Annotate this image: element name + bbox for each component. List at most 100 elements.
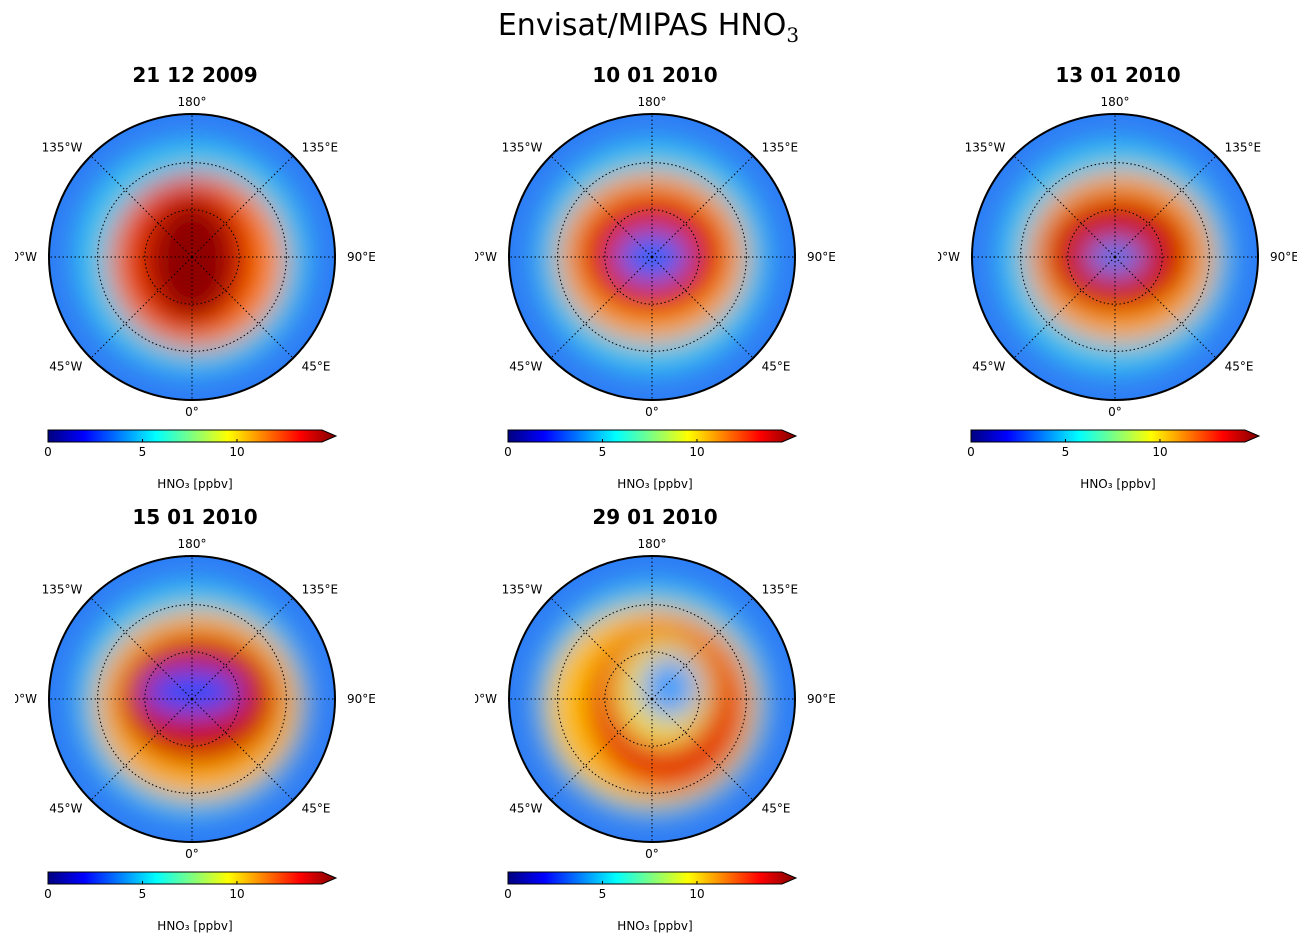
- longitude-label: 180°: [1101, 95, 1130, 109]
- colorbar-label: HNO₃ [ppbv]: [1080, 477, 1156, 491]
- map-boundary: [48, 113, 336, 401]
- longitude-label: 0°: [185, 847, 199, 861]
- polar-map: 180° 135°E 90°E 45°E 0° 45°W 90°W 135°W: [15, 95, 375, 419]
- longitude-label: 90°W: [15, 692, 37, 706]
- panel-title: 13 01 2010: [1055, 63, 1181, 87]
- hno3-field-region: [143, 668, 241, 715]
- longitude-label: 45°W: [49, 360, 82, 374]
- longitude-label: 0°: [1108, 405, 1122, 419]
- longitude-label: 135°W: [42, 582, 83, 596]
- latitude-circle: [97, 604, 287, 794]
- longitude-label: 90°W: [938, 250, 960, 264]
- longitude-label: 90°W: [475, 250, 497, 264]
- polar-map: 180° 135°E 90°E 45°E 0° 45°W 90°W 135°W: [475, 95, 835, 419]
- longitude-label: 135°W: [42, 140, 83, 154]
- longitude-label: 45°E: [762, 802, 791, 816]
- longitude-label: 135°E: [302, 582, 339, 596]
- latitude-circle: [1020, 162, 1210, 352]
- figure-title: Envisat/MIPAS HNO3: [497, 8, 800, 47]
- polar-map: 180° 135°E 90°E 45°E 0° 45°W 90°W 135°W: [938, 95, 1297, 419]
- colorbar-tick-label: 5: [599, 445, 607, 459]
- longitude-label: 45°W: [972, 360, 1005, 374]
- colorbar-gradient: [970, 429, 1261, 443]
- longitude-label: 180°: [638, 537, 667, 551]
- map-boundary: [508, 113, 796, 401]
- hno3-field-region: [640, 656, 698, 720]
- colorbar-gradient: [507, 429, 798, 443]
- longitude-label: 135°W: [502, 140, 543, 154]
- longitude-label: 45°E: [1225, 360, 1254, 374]
- longitude-label: 180°: [178, 95, 207, 109]
- colorbar-label: HNO₃ [ppbv]: [617, 477, 693, 491]
- longitude-label: 0°: [645, 405, 659, 419]
- longitude-label: 135°W: [502, 582, 543, 596]
- map-panel: 21 12 2009 180° 135°E 90°E 45°E 0° 45°W 90°W 135…: [15, 63, 375, 508]
- panel-title: 21 12 2009: [132, 63, 258, 87]
- colorbar-label: HNO₃ [ppbv]: [157, 477, 233, 491]
- colorbar-tick-label: 10: [229, 887, 244, 901]
- colorbar-tick-label: 5: [599, 887, 607, 901]
- colorbar-tick-label: 0: [967, 445, 975, 459]
- longitude-label: 135°E: [762, 140, 799, 154]
- latitude-circle: [144, 651, 240, 747]
- longitude-label: 135°E: [302, 140, 339, 154]
- latitude-circle: [97, 162, 287, 352]
- longitude-label: 90°E: [1270, 250, 1297, 264]
- colorbar-label: HNO₃ [ppbv]: [617, 919, 693, 933]
- colorbar: 0 5 10: [504, 429, 798, 459]
- longitude-label: 90°E: [807, 692, 835, 706]
- panel-title: 10 01 2010: [592, 63, 718, 87]
- map-panel: 13 01 2010 180° 135°E 90°E 45°E 0° 45°W 90°W 135…: [938, 63, 1297, 508]
- longitude-label: 0°: [185, 405, 199, 419]
- latitude-circle: [604, 209, 700, 305]
- longitude-label: 45°W: [49, 802, 82, 816]
- colorbar-label: HNO₃ [ppbv]: [157, 919, 233, 933]
- map-boundary: [48, 555, 336, 843]
- longitude-label: 90°E: [347, 692, 375, 706]
- longitude-label: 45°E: [302, 360, 331, 374]
- map-panel: 10 01 2010 180° 135°E 90°E 45°E 0° 45°W 90°W 135…: [475, 63, 835, 508]
- map-panel: 15 01 2010 180° 135°E 90°E 45°E 0° 45°W 90°W 135…: [15, 505, 375, 950]
- colorbar-tick-label: 0: [504, 887, 512, 901]
- longitude-label: 135°W: [965, 140, 1006, 154]
- colorbar-tick-label: 10: [1152, 445, 1167, 459]
- colorbar-tick-label: 10: [689, 887, 704, 901]
- longitude-label: 180°: [638, 95, 667, 109]
- colorbar: 0 5 10: [504, 871, 798, 901]
- longitude-label: 0°: [645, 847, 659, 861]
- longitude-label: 45°W: [509, 360, 542, 374]
- panel-title: 15 01 2010: [132, 505, 258, 529]
- latitude-circle: [144, 209, 240, 305]
- longitude-label: 90°E: [807, 250, 835, 264]
- longitude-label: 45°E: [302, 802, 331, 816]
- colorbar: 0 5 10: [967, 429, 1261, 459]
- colorbar-tick-label: 10: [229, 445, 244, 459]
- colorbar-tick-label: 5: [139, 887, 147, 901]
- colorbar: 0 5 10: [44, 429, 338, 459]
- latitude-circle: [557, 162, 747, 352]
- colorbar-tick-label: 5: [1062, 445, 1070, 459]
- latitude-circle: [604, 651, 700, 747]
- polar-map: 180° 135°E 90°E 45°E 0° 45°W 90°W 135°W: [15, 537, 375, 861]
- colorbar-tick-label: 10: [689, 445, 704, 459]
- longitude-label: 135°E: [762, 582, 799, 596]
- polar-map: 180° 135°E 90°E 45°E 0° 45°W 90°W 135°W: [475, 537, 835, 861]
- longitude-label: 90°E: [347, 250, 375, 264]
- colorbar-tick-label: 5: [139, 445, 147, 459]
- panel-title: 29 01 2010: [592, 505, 718, 529]
- colorbar-tick-label: 0: [44, 445, 52, 459]
- hno3-field-region: [149, 199, 235, 320]
- latitude-circle: [1067, 209, 1163, 305]
- longitude-label: 45°W: [509, 802, 542, 816]
- map-panel: 29 01 2010 180° 135°E 90°E 45°E 0° 45°W 90°W 135…: [475, 505, 835, 950]
- map-boundary: [508, 555, 796, 843]
- longitude-label: 90°W: [15, 250, 37, 264]
- latitude-circle: [557, 604, 747, 794]
- colorbar-tick-label: 0: [504, 445, 512, 459]
- colorbar: 0 5 10: [44, 871, 338, 901]
- colorbar-tick-label: 0: [44, 887, 52, 901]
- longitude-label: 180°: [178, 537, 207, 551]
- longitude-label: 45°E: [762, 360, 791, 374]
- colorbar-gradient: [47, 429, 338, 443]
- colorbar-gradient: [507, 871, 798, 885]
